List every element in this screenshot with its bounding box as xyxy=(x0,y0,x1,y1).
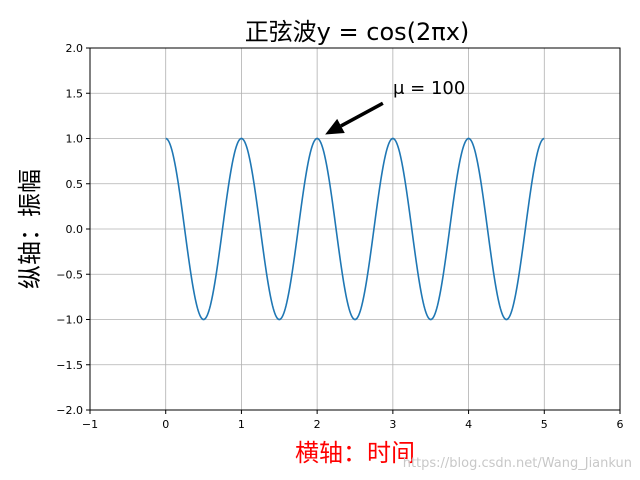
annotation-arrow-head xyxy=(325,118,345,135)
annotation-label: μ = 100 xyxy=(393,78,465,99)
y-tick-label: 0.5 xyxy=(66,178,84,191)
y-tick-label: 2.0 xyxy=(66,42,84,55)
y-tick-label: −1.0 xyxy=(56,314,83,327)
axis-ticks: −1 0 1 2 3 4 5 6 −2.0 −1.5 −1.0 −0.5 0.0 0.5 1.0 1.5 2.0 xyxy=(56,42,623,431)
y-axis-label: 纵轴：振幅 xyxy=(16,169,44,289)
x-tick-label: 4 xyxy=(465,418,472,431)
x-tick-label: 0 xyxy=(162,418,169,431)
x-tick-label: −1 xyxy=(82,418,98,431)
x-tick-label: 3 xyxy=(389,418,396,431)
y-tick-label: 1.5 xyxy=(66,87,84,100)
y-tick-label: −0.5 xyxy=(56,268,83,281)
grid xyxy=(89,47,621,411)
y-tick-label: 1.0 xyxy=(66,133,84,146)
annotation: μ = 100 xyxy=(325,78,465,135)
y-tick-label: −1.5 xyxy=(56,359,83,372)
y-tick-label: −2.0 xyxy=(56,404,83,417)
cosine-series-line xyxy=(165,137,545,321)
x-tick-label: 2 xyxy=(314,418,321,431)
annotation-arrow-line xyxy=(340,101,384,128)
x-tick-label: 6 xyxy=(617,418,624,431)
y-tick-label: 0.0 xyxy=(66,223,84,236)
x-tick-label: 5 xyxy=(541,418,548,431)
x-tick-label: 1 xyxy=(238,418,245,431)
x-axis-label: 横轴：时间 xyxy=(295,439,415,467)
chart-title: 正弦波y = cos(2πx) xyxy=(245,18,470,46)
watermark: https://blog.csdn.net/Wang_Jiankun xyxy=(403,456,632,471)
